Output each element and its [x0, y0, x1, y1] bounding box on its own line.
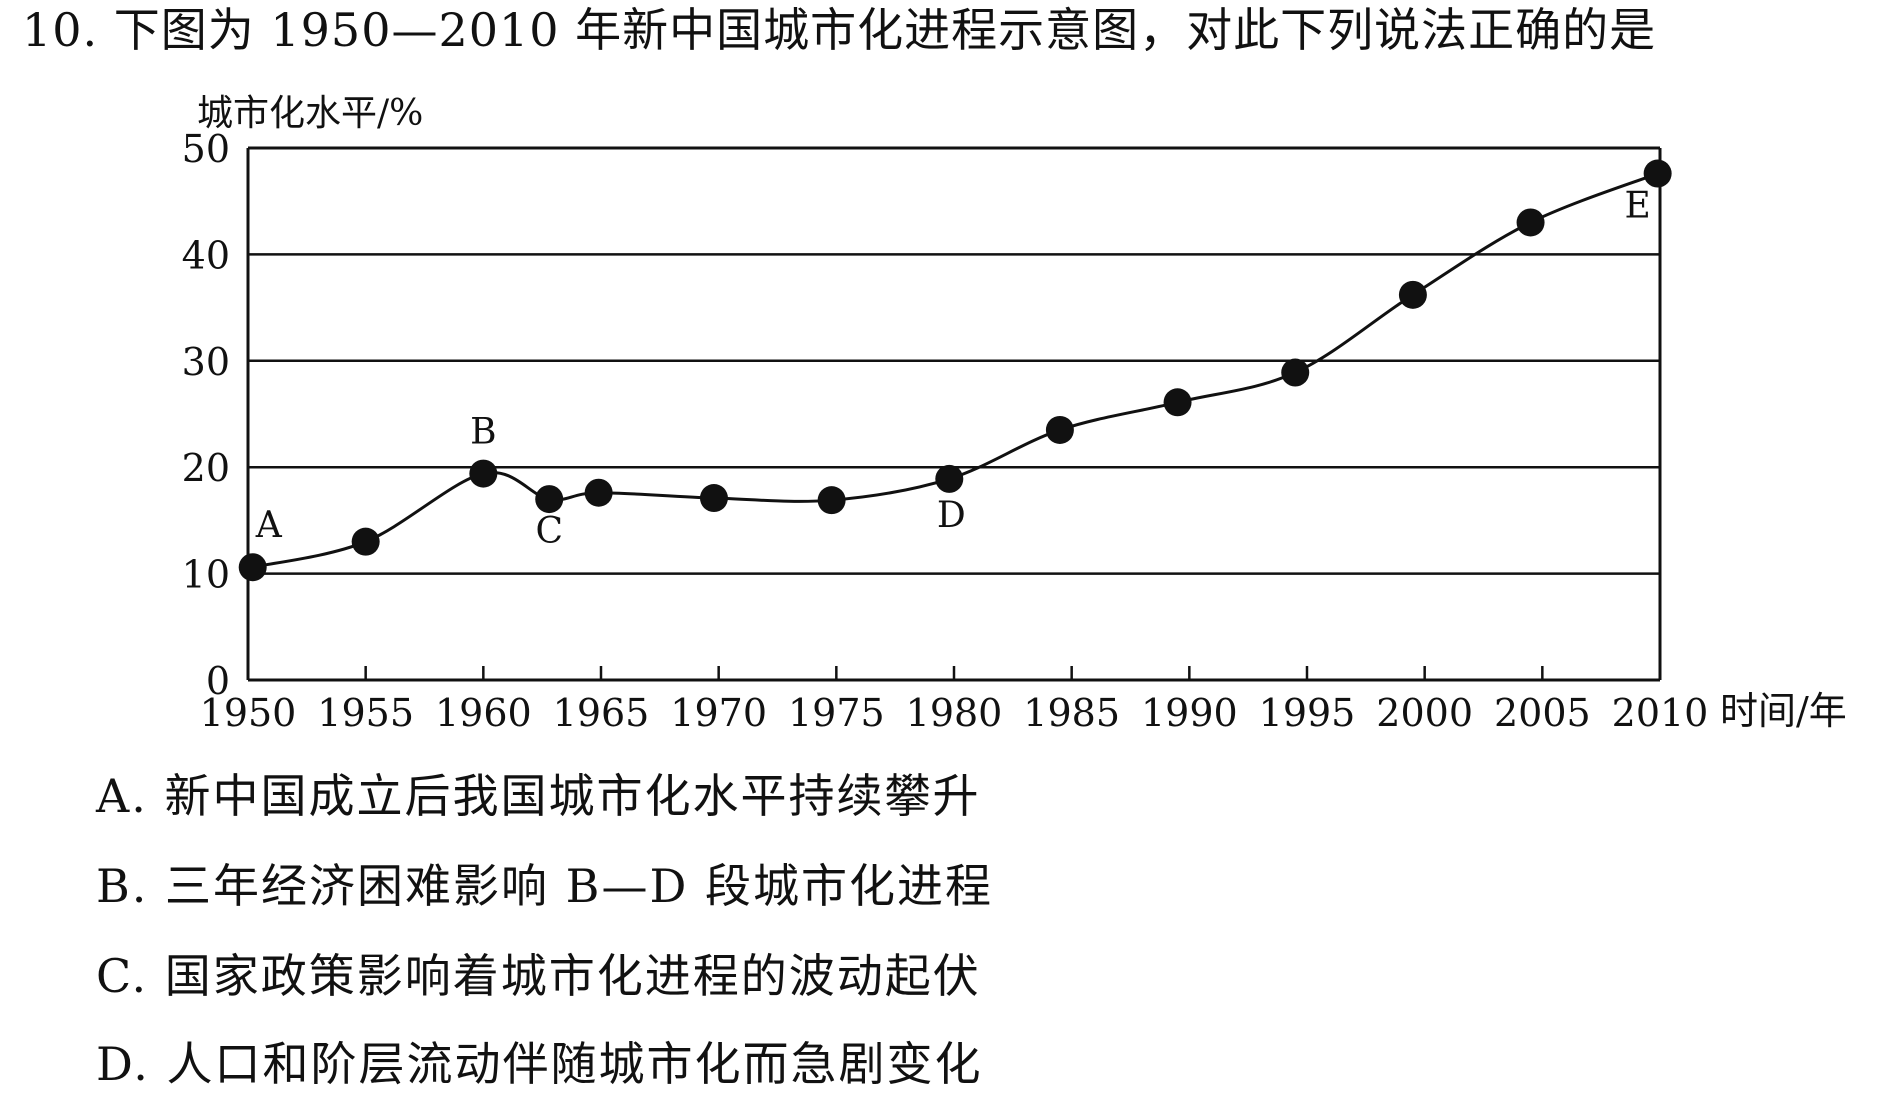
- x-axis-label: 时间/年: [1720, 689, 1847, 733]
- y-tick-label-50: 50: [182, 127, 230, 171]
- point-label-C: C: [535, 511, 563, 552]
- point-label-E: E: [1625, 186, 1651, 227]
- urbanization-line-chart: 1950 1955 1960 1965 1970 1975 1980 1985 1990 1995…: [182, 93, 1847, 735]
- x-tick-label-1975: 1975: [788, 691, 885, 735]
- y-tick-label-0: 0: [206, 659, 230, 703]
- data-point-10: [1281, 358, 1310, 387]
- option-d[interactable]: D. 人口和阶层流动伴随城市化而急剧变化: [96, 1037, 983, 1091]
- x-tick-label-2010: 2010: [1612, 691, 1709, 735]
- point-label-D: D: [937, 495, 966, 536]
- y-axis-label: 城市化水平/%: [197, 93, 423, 134]
- y-tick-label-30: 30: [182, 340, 230, 384]
- data-point-13: [1643, 159, 1672, 188]
- data-point-0: [238, 553, 267, 582]
- point-labels: A B C D E: [255, 186, 1651, 553]
- x-tick-label-1955: 1955: [317, 691, 414, 735]
- option-c[interactable]: C. 国家政策影响着城市化进程的波动起伏: [96, 949, 981, 1003]
- data-points: [238, 159, 1672, 582]
- data-point-11: [1398, 280, 1427, 309]
- point-label-A: A: [255, 505, 283, 546]
- x-tick-label-1965: 1965: [553, 691, 650, 735]
- option-b[interactable]: B. 三年经济困难影响 B—D 段城市化进程: [96, 859, 993, 913]
- point-label-B: B: [470, 412, 496, 453]
- y-tick-label-10: 10: [182, 553, 230, 597]
- axes: [246, 146, 1662, 682]
- y-axis-ticks: 0 10 20 30 40 50: [182, 127, 230, 703]
- data-point-5: [699, 484, 728, 513]
- data-point-7: [935, 464, 964, 493]
- data-point-9: [1163, 388, 1192, 417]
- option-a[interactable]: A. 新中国成立后我国城市化水平持续攀升: [96, 769, 981, 823]
- x-tick-label-1985: 1985: [1023, 691, 1120, 735]
- x-tick-label-2005: 2005: [1494, 691, 1591, 735]
- x-tick-label-1950: 1950: [200, 691, 297, 735]
- x-tick-label-1980: 1980: [906, 691, 1003, 735]
- x-tick-label-1970: 1970: [670, 691, 767, 735]
- x-axis-ticks: 1950 1955 1960 1965 1970 1975 1980 1985 1990 1995…: [200, 666, 1709, 735]
- data-point-6: [817, 486, 846, 515]
- x-tick-label-1990: 1990: [1141, 691, 1238, 735]
- y-tick-label-20: 20: [182, 446, 230, 490]
- question-title: 10. 下图为 1950—2010 年新中国城市化进程示意图，对此下列说法正确的…: [22, 3, 1657, 57]
- x-tick-label-1960: 1960: [435, 691, 532, 735]
- data-point-4: [584, 478, 613, 507]
- x-tick-label-2000: 2000: [1376, 691, 1473, 735]
- data-point-1: [351, 527, 380, 556]
- data-point-2: [469, 459, 498, 488]
- data-point-3: [535, 485, 564, 514]
- data-point-12: [1516, 208, 1545, 237]
- y-tick-label-40: 40: [182, 233, 230, 277]
- x-tick-label-1995: 1995: [1259, 691, 1356, 735]
- data-point-8: [1045, 415, 1074, 444]
